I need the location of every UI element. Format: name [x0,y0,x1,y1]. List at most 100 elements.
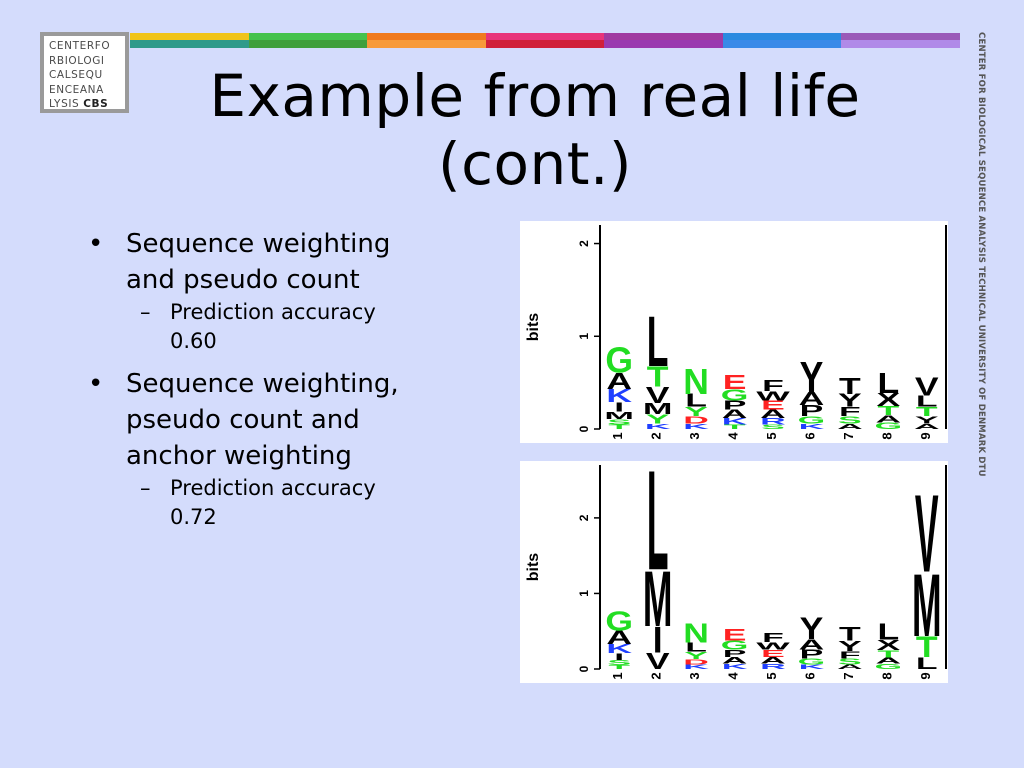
logo-letter: G [605,340,633,380]
y-tick-label: 1 [577,333,591,340]
logo-letter: V [646,383,670,409]
logo-letter: A [799,636,825,653]
svg-text:E: E [761,647,785,659]
logo-letter: M [912,556,942,656]
logo-letter: P [800,647,824,661]
y-axis-label: bits [525,553,542,582]
svg-text:A: A [799,388,825,409]
logo-letter: S [607,418,631,426]
logo-letter: V [915,473,939,596]
logo-letter: Y [838,390,862,411]
logo-letter: T [724,423,746,430]
logo-line: CENTERFO [49,40,111,52]
svg-text:Y: Y [800,353,824,401]
sequence-logo-plot: bits012TSMIKAG1KYMVTL2KDYLN3TKAPGE4SRAEW… [525,225,947,440]
svg-text:F: F [839,404,861,418]
logo-letter: S [838,657,862,666]
logo-letter: P [723,647,747,659]
stripe-segment [130,33,249,48]
bullet-item: • Sequence weighting and pseudo count [88,226,488,298]
svg-text:T: T [608,664,630,670]
logo-letter: T [877,648,899,660]
logo-letter: G [798,414,826,426]
sub-bullet-text-line: Prediction accuracy [170,300,376,324]
svg-text:M: M [604,409,634,421]
svg-text:L: L [685,390,707,411]
color-stripe [130,33,961,48]
logo-letter: N [683,361,709,401]
svg-text:L: L [916,393,938,411]
svg-text:D: D [683,414,709,426]
logo-letter: Y [838,637,862,654]
y-axis-label: bits [525,313,542,342]
logo-letter: Y [684,404,708,418]
stripe-segment [841,33,961,48]
position-label: 7 [841,432,856,439]
logo-letter: P [723,398,747,412]
position-label: 1 [610,432,625,439]
svg-text:Y: Y [915,414,939,426]
bullet-text-line: anchor weighting [126,441,352,471]
logo-letter: W [756,389,791,403]
logo-letter: L [685,640,707,654]
svg-text:G: G [605,340,633,380]
logo-letter: T [608,664,630,670]
logo-letter: S [607,659,631,667]
logo-letter: L [916,654,938,673]
position-label: 6 [802,672,817,679]
svg-text:A: A [606,627,632,648]
logo-letter: F [839,404,861,418]
logo-letter: T [647,361,669,393]
svg-text:A: A [875,657,901,666]
svg-text:T: T [839,624,861,645]
svg-text:T: T [724,423,746,430]
logo-letter: A [722,407,748,420]
position-label: 9 [918,672,933,679]
logo-letter: A [799,388,825,409]
position-label: 3 [687,432,702,439]
logo-letter: D [683,658,709,666]
logo-line: ENCEANA [49,83,104,96]
bullet-item: • Sequence weighting, pseudo count and a… [88,366,488,474]
side-banner-text: CENTER FOR BIOLOGICAL SEQUENCE ANALYSIS … [976,32,986,477]
logo-letter: F [762,377,784,395]
svg-text:S: S [838,657,862,666]
slide-title: Example from real life (cont.) [170,62,900,198]
logo-line-last: LYSIS [49,98,80,110]
sub-bullet-dash: – [140,300,151,324]
svg-text:K: K [683,664,709,671]
logo-letter: T [877,403,900,417]
svg-text:T: T [839,374,861,400]
svg-text:P: P [723,398,747,412]
svg-text:E: E [723,625,747,644]
logo-letter: V [646,649,670,674]
bullet-list: • Sequence weighting and pseudo count – … [88,226,488,532]
logo-letter: E [723,371,747,394]
logo-letter: G [875,421,903,431]
logo-letter: L [877,619,899,644]
position-label: 7 [841,672,856,679]
y-tick-label: 0 [577,425,591,432]
position-label: 6 [802,432,817,439]
logo-letter: M [643,555,673,643]
position-label: 2 [649,432,664,439]
svg-text:Y: Y [684,404,708,418]
svg-text:L: L [916,654,938,673]
logo-letter: Y [800,612,824,647]
bullet-text-line: Sequence weighting [126,229,391,259]
svg-text:G: G [798,657,826,666]
stripe-segment [604,33,723,48]
svg-text:K: K [799,664,825,671]
logo-letter: K [799,664,825,671]
svg-text:S: S [607,659,631,667]
svg-text:K: K [606,642,632,656]
logo-letter: G [721,386,749,404]
svg-text:W: W [756,640,790,652]
logo-badge: CBS [83,98,109,110]
svg-text:T: T [877,648,899,660]
logo-letter: E [761,647,785,659]
svg-text:R: R [760,417,786,427]
logo-letter: A [837,664,863,671]
svg-text:S: S [607,418,631,426]
logo-letter: K [722,663,748,671]
